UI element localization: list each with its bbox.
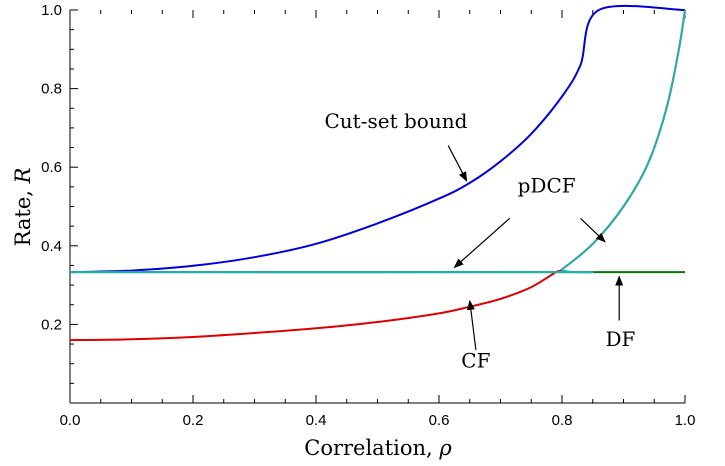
y-tick-label: 1.0 [41, 2, 62, 19]
annotation-label-pdcf: pDCF [518, 174, 576, 198]
y-tick-label: 0.8 [41, 81, 62, 98]
annotation-arrow-pdcf [453, 217, 511, 269]
x-axis-title: Correlation, ρ [304, 436, 452, 460]
series-line-cf [69, 9, 686, 342]
x-tick-label: 0.0 [60, 412, 81, 429]
annotation-label-cut-set-bound: Cut-set bound [325, 109, 468, 133]
y-tick-label: 0.4 [41, 238, 62, 255]
x-tick-label: 0.8 [552, 412, 573, 429]
series-line-pdcf [69, 9, 686, 274]
x-tick-label: 0.4 [306, 412, 327, 429]
y-tick-label: 0.2 [41, 316, 62, 333]
annotation-arrow-pdcf [580, 217, 606, 243]
x-tick-label: 0.2 [183, 412, 204, 429]
y-axis-title: Rate, R [11, 167, 35, 246]
y-tick-label: 0.6 [41, 159, 62, 176]
annotation-arrow-cf [466, 299, 477, 351]
annotation-label-cf: CF [461, 349, 490, 373]
annotation-label-df: DF [605, 327, 635, 351]
annotation-arrow-cut-set-bound [447, 145, 468, 182]
x-tick-label: 0.6 [429, 412, 450, 429]
x-tick-label: 1.0 [675, 412, 696, 429]
series-line-cut-set-bound [69, 4, 686, 274]
